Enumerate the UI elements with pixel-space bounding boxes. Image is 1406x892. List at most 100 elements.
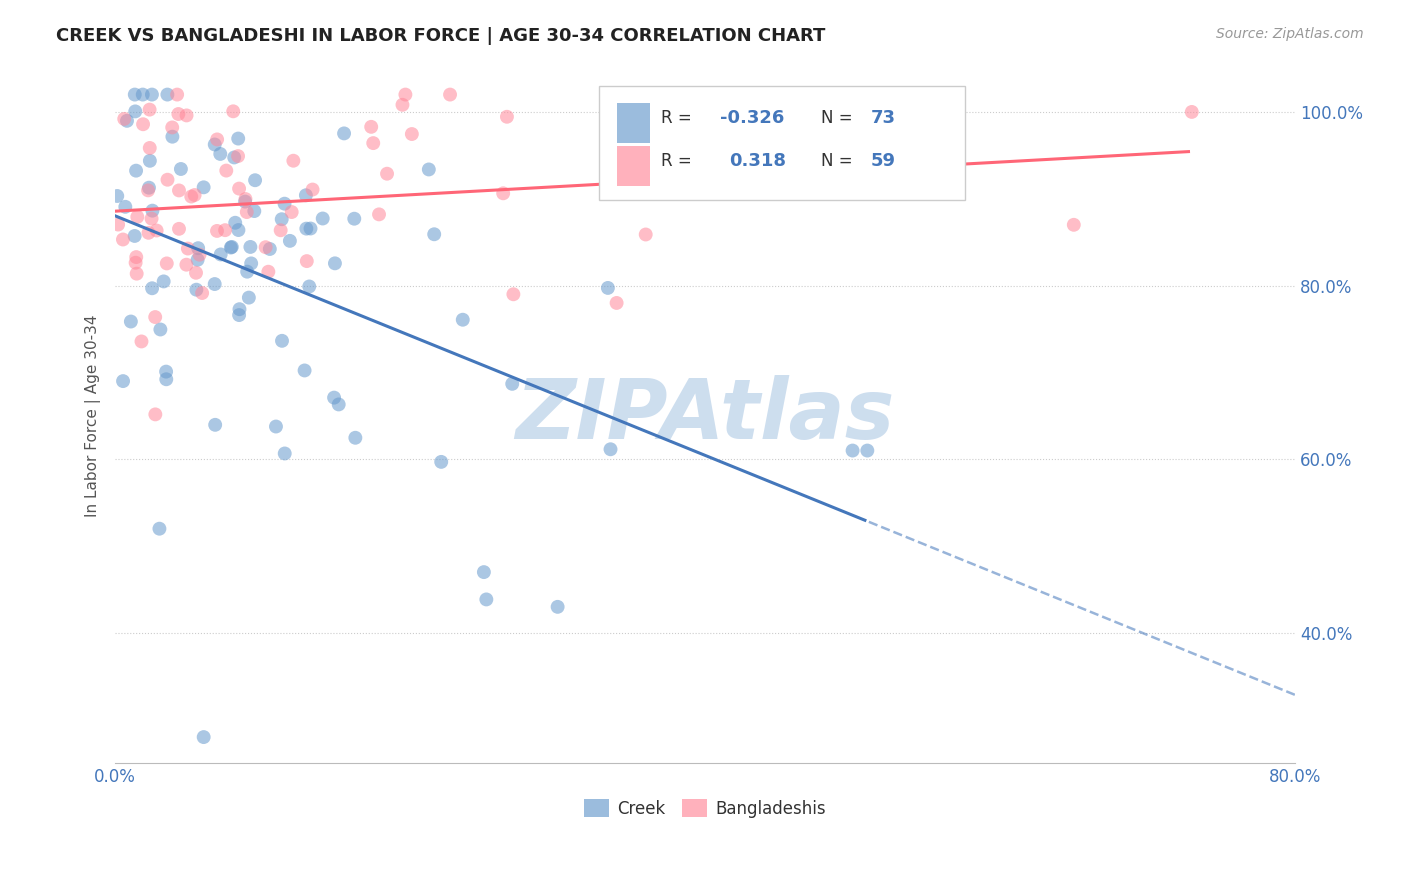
Point xyxy=(107,218,129,232)
Point xyxy=(295,254,318,268)
Point xyxy=(214,223,236,237)
Point xyxy=(124,229,146,244)
Point xyxy=(283,153,305,168)
Point xyxy=(115,113,138,128)
Point xyxy=(271,334,294,348)
Point xyxy=(273,196,295,211)
FancyBboxPatch shape xyxy=(599,86,965,201)
Point xyxy=(193,730,215,744)
Point xyxy=(270,212,292,227)
Point xyxy=(492,186,515,201)
Point xyxy=(215,163,238,178)
Point xyxy=(188,248,211,262)
Point xyxy=(143,408,166,422)
Point xyxy=(423,227,446,242)
Point xyxy=(205,224,228,238)
Point xyxy=(496,110,519,124)
Point xyxy=(124,104,146,119)
Point xyxy=(301,182,323,196)
Point xyxy=(606,296,628,310)
Point xyxy=(209,247,232,261)
Point xyxy=(148,522,170,536)
Point xyxy=(1063,218,1085,232)
Point xyxy=(394,87,416,102)
Point xyxy=(187,241,209,255)
Point xyxy=(132,117,155,131)
Text: R =: R = xyxy=(661,152,703,169)
Point xyxy=(228,302,250,317)
Point xyxy=(312,211,335,226)
Point xyxy=(138,226,160,240)
Point xyxy=(222,104,245,119)
Point xyxy=(143,310,166,324)
Point xyxy=(475,592,498,607)
Point xyxy=(124,256,146,270)
Text: -0.326: -0.326 xyxy=(720,109,785,127)
Point xyxy=(167,183,190,197)
Point xyxy=(204,417,226,432)
Point xyxy=(451,312,474,326)
Point xyxy=(224,216,246,230)
Point xyxy=(243,204,266,219)
Point xyxy=(125,163,148,178)
Point xyxy=(401,127,423,141)
Text: CREEK VS BANGLADESHI IN LABOR FORCE | AGE 30-34 CORRELATION CHART: CREEK VS BANGLADESHI IN LABOR FORCE | AG… xyxy=(56,27,825,45)
Point xyxy=(360,120,382,134)
Point xyxy=(177,242,200,256)
Point xyxy=(127,210,149,224)
Point xyxy=(238,291,260,305)
Point xyxy=(228,223,250,237)
Point xyxy=(856,443,879,458)
Text: R =: R = xyxy=(661,109,697,127)
Point xyxy=(418,162,440,177)
Point xyxy=(132,87,155,102)
Point xyxy=(280,205,302,219)
Point xyxy=(295,221,318,235)
Point xyxy=(236,205,259,219)
Point xyxy=(228,308,250,322)
Point xyxy=(323,256,346,270)
Point xyxy=(1181,104,1204,119)
Point xyxy=(278,234,301,248)
Point xyxy=(333,127,356,141)
Point xyxy=(187,252,209,267)
Point xyxy=(124,87,146,102)
Point xyxy=(226,131,249,145)
Point xyxy=(155,365,177,379)
Text: Source: ZipAtlas.com: Source: ZipAtlas.com xyxy=(1216,27,1364,41)
Point xyxy=(323,391,346,405)
Point xyxy=(501,376,523,391)
Point xyxy=(204,277,226,291)
Point xyxy=(375,167,398,181)
Point xyxy=(125,267,148,281)
Legend: Creek, Bangladeshis: Creek, Bangladeshis xyxy=(578,793,832,824)
Point xyxy=(259,242,281,256)
Point xyxy=(270,223,292,237)
Point xyxy=(156,256,179,270)
Text: 59: 59 xyxy=(870,152,896,169)
Point xyxy=(176,258,198,272)
Point xyxy=(186,283,208,297)
Point xyxy=(131,334,153,349)
Point xyxy=(209,147,232,161)
Point xyxy=(391,97,413,112)
Text: ZIPAtlas: ZIPAtlas xyxy=(516,376,894,457)
Point xyxy=(167,222,190,236)
Point xyxy=(596,281,619,295)
Point xyxy=(141,203,163,218)
Point xyxy=(219,241,242,255)
Point xyxy=(240,256,263,270)
Point xyxy=(166,87,188,102)
Point xyxy=(167,107,190,121)
Point xyxy=(138,180,160,194)
Point xyxy=(141,281,163,295)
Text: N =: N = xyxy=(821,152,858,169)
Text: 0.318: 0.318 xyxy=(728,152,786,169)
Point xyxy=(145,223,167,237)
Point xyxy=(114,200,136,214)
Point xyxy=(299,221,322,235)
Text: N =: N = xyxy=(821,109,858,127)
Point xyxy=(191,285,214,300)
Point xyxy=(149,322,172,336)
Bar xyxy=(617,145,650,186)
